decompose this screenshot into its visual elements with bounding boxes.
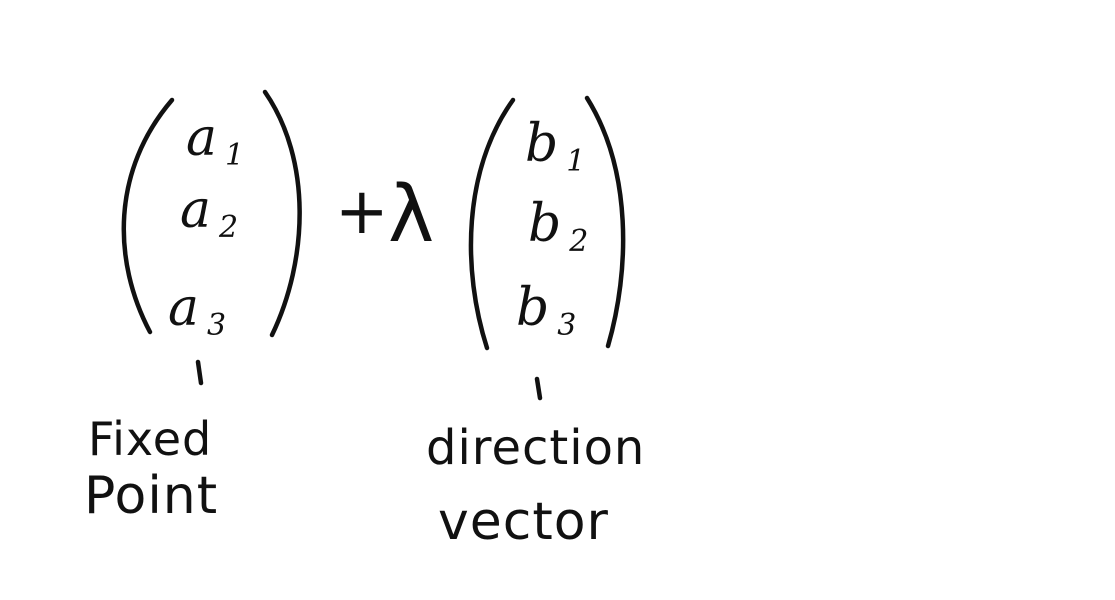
plus-sign: + (335, 175, 389, 249)
direction-vector-label-line1: direction (426, 420, 646, 476)
left-paren-fixed-point (121, 97, 175, 335)
direction-vector-entry-2-sub: 2 (569, 224, 589, 259)
direction-vector-entry-2-base: b (528, 194, 562, 254)
direction-vector-entry-1-base: b (525, 114, 559, 174)
fixed-point-entry-3-sub: 3 (207, 308, 227, 343)
right-paren-fixed-point (262, 89, 302, 338)
pointer-tick-fixed-point (195, 359, 204, 386)
fixed-point-entry-2-base: a (180, 180, 212, 240)
fixed-point-entry-3-base: a (168, 278, 200, 338)
fixed-point-label-line2: Point (84, 466, 219, 526)
left-paren-direction-vector (468, 97, 516, 351)
fixed-point-entry-1-sub: 1 (225, 138, 245, 173)
direction-vector-label-line2: vector (438, 492, 609, 552)
direction-vector-entry-1-sub: 1 (566, 144, 586, 179)
direction-vector-entry-3-sub: 3 (557, 308, 577, 343)
lambda-symbol: λ (388, 170, 435, 260)
fixed-point-entry-2-sub: 2 (219, 210, 239, 245)
pointer-tick-direction-vector (534, 376, 543, 401)
direction-vector-entry-3-base: b (516, 278, 550, 338)
fixed-point-entry-1-base: a (186, 108, 218, 168)
fixed-point-label-line1: Fixed (88, 412, 213, 466)
right-paren-direction-vector (584, 95, 626, 349)
